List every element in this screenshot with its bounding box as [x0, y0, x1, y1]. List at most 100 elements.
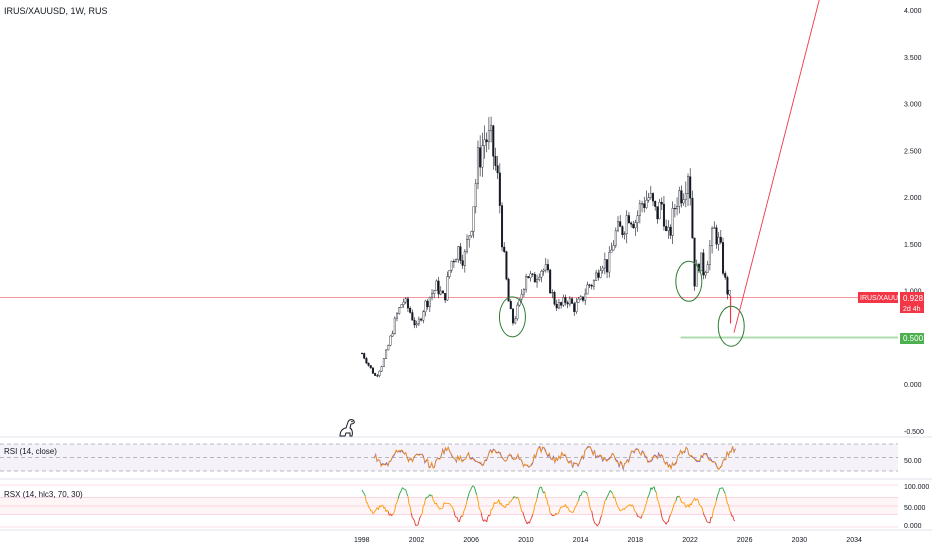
rsx-line-segment	[670, 512, 673, 516]
rsx-line-segment	[540, 486, 543, 491]
candle-body	[586, 284, 589, 295]
rsx-line-segment	[407, 496, 410, 504]
rsx-line-segment	[654, 490, 657, 493]
rsx-line-segment	[580, 492, 583, 496]
rsx-line-segment	[722, 488, 725, 492]
rsx-line-segment	[618, 508, 621, 512]
rsx-line-segment	[574, 505, 577, 508]
price-tag: IRUS/XAUUSD 0.928 2d 4h	[858, 292, 924, 313]
rsx-line-segment	[678, 495, 681, 499]
rsx-line-segment	[538, 486, 541, 490]
x-tick-label: 2026	[737, 537, 753, 544]
rsx-line-segment	[627, 504, 630, 507]
rsx-line-segment	[622, 508, 624, 510]
candle-body	[625, 215, 628, 235]
rsx-line-segment	[612, 493, 615, 498]
candle-body	[474, 183, 477, 207]
candle-body	[422, 311, 425, 321]
rsx-line-segment	[596, 524, 599, 527]
rsx-line-segment	[643, 506, 646, 511]
candle-body	[606, 259, 609, 273]
rsx-line-segment	[534, 502, 537, 506]
rsx-line-segment	[463, 508, 466, 512]
rsx-line-segment	[616, 504, 619, 508]
candle-body	[420, 318, 423, 321]
rsx-line-segment	[374, 509, 377, 512]
rsx-line-segment	[443, 502, 446, 504]
rsx-line-segment	[439, 508, 442, 510]
candle-body	[676, 206, 679, 210]
candle-body	[494, 156, 497, 166]
rsx-line-segment	[476, 495, 479, 501]
rsx-line-segment	[690, 501, 693, 506]
candle-body	[380, 366, 383, 372]
rsx-line-segment	[727, 503, 729, 506]
rsx-line-segment	[394, 504, 397, 511]
candle-body	[573, 303, 576, 312]
candle-body	[468, 235, 471, 240]
candle-body	[702, 252, 705, 276]
candle-body	[483, 139, 486, 146]
x-tick-label: 2006	[463, 537, 479, 544]
rsx-line-segment	[585, 491, 588, 495]
rsx-line-segment	[683, 502, 686, 505]
candle-body	[691, 197, 694, 239]
candle-body	[415, 323, 418, 326]
rsx-line-segment	[364, 496, 367, 503]
candle-body	[684, 193, 687, 200]
candle-body	[363, 353, 366, 359]
candle-body	[413, 319, 416, 326]
candle-body	[411, 312, 414, 321]
candle-body	[597, 272, 600, 278]
rsx-line-segment	[530, 517, 532, 521]
candle-body	[614, 230, 617, 246]
candle-body	[595, 272, 598, 281]
rsx-line-segment	[589, 504, 592, 511]
rsx-line-segment	[557, 511, 560, 515]
rsx-line-segment	[573, 506, 576, 510]
candle-body	[448, 269, 451, 277]
support-tag-value: 0.500	[903, 334, 924, 343]
rsx-line-segment	[640, 515, 643, 519]
candle-body	[564, 297, 567, 303]
candle-body	[505, 251, 508, 280]
rsx-line-segment	[607, 492, 610, 496]
candle-body	[439, 290, 442, 295]
candle-body	[623, 233, 626, 235]
candle-body	[630, 222, 633, 225]
candle-body	[435, 280, 438, 291]
candle-body	[542, 269, 545, 272]
candle-body	[529, 273, 532, 279]
rsx-line-segment	[413, 518, 415, 522]
candle-body	[433, 290, 436, 294]
rsx-line-segment	[423, 499, 426, 505]
support-tag-bg	[900, 333, 924, 344]
rsx-line-segment	[392, 512, 395, 515]
rsx-line-segment	[673, 502, 676, 506]
rsx-line-segment	[399, 490, 402, 493]
rsx-line-segment	[720, 487, 723, 489]
candle-body	[367, 362, 370, 366]
candle-body	[459, 246, 462, 261]
rsx-line-segment	[556, 513, 559, 515]
rsx-line-segment	[384, 507, 387, 512]
rsx-line-segment	[549, 512, 552, 515]
candle-body	[708, 245, 711, 265]
rsx-line-segment	[617, 506, 620, 509]
rsx-line-segment	[586, 494, 589, 499]
rsx-line-segment	[577, 500, 579, 503]
rsx-line-segment	[500, 502, 503, 507]
rsx-line-segment	[567, 507, 570, 510]
candle-body	[687, 176, 690, 194]
rsx-line-segment	[672, 504, 675, 509]
rsx-line-segment	[494, 501, 496, 504]
candle-body	[652, 193, 655, 202]
rsx-line-segment	[397, 494, 400, 499]
rsx-line-segment	[605, 496, 608, 501]
rsx-line-segment	[496, 501, 498, 504]
rsx-line-segment	[704, 515, 706, 518]
rsx-line-segment	[400, 487, 403, 491]
rsx-line-segment	[458, 517, 461, 522]
rsx-line-segment	[611, 491, 613, 494]
